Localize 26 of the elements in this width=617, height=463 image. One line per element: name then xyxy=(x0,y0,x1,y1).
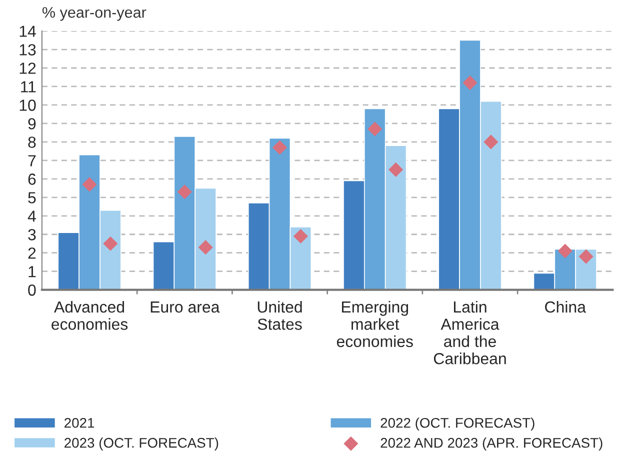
x-tick-label: Euro area xyxy=(150,302,220,313)
y-tick-label: 6 xyxy=(28,174,36,185)
y-tick-label: 8 xyxy=(28,136,36,148)
y-tick-label: 4 xyxy=(28,210,36,222)
y-axis-title: % year-on-year xyxy=(42,7,146,21)
legend-label: 2022 (OCT. FORECAST) xyxy=(380,418,534,431)
legend-label: 2022 AND 2023 (APR. FORECAST) xyxy=(380,438,602,450)
x-tick-label: Emerging market economies xyxy=(336,300,413,348)
y-tick-label: 0 xyxy=(28,284,36,296)
x-tick-label: Advanced economies xyxy=(52,300,128,330)
y-tick-label: 11 xyxy=(21,81,36,92)
legend-label: 2023 (OCT. FORECAST) xyxy=(64,438,218,450)
x-tick-label: Latin America and the Caribbean xyxy=(434,300,506,364)
y-tick-label: 12 xyxy=(20,62,36,74)
y-tick-label: 13 xyxy=(20,44,36,56)
y-tick-label: 2 xyxy=(28,248,36,259)
y-tick-label: 3 xyxy=(28,229,36,240)
y-tick-label: 1 xyxy=(28,266,36,278)
y-tick-label: 9 xyxy=(28,118,36,130)
y-tick-label: 10 xyxy=(20,100,36,111)
legend-label: 2021 xyxy=(64,418,94,428)
x-tick-label: China xyxy=(545,300,586,313)
y-tick-label: 14 xyxy=(20,26,36,37)
y-tick-label: 7 xyxy=(28,155,36,166)
y-tick-label: 5 xyxy=(28,192,36,204)
x-tick-label: United States xyxy=(258,300,302,330)
